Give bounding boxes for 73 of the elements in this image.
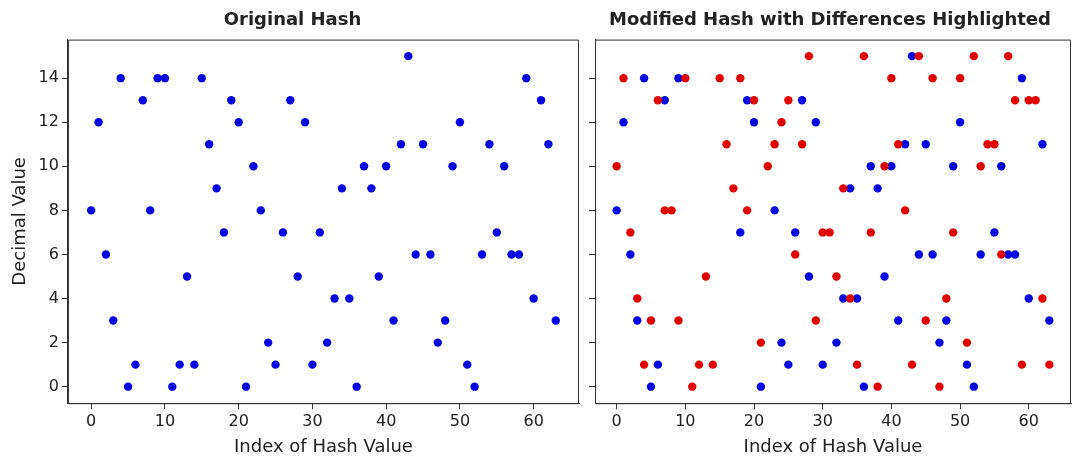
y-tick-label: 8: [48, 199, 59, 219]
x-tick-label: 40: [375, 410, 397, 430]
x-tick-label: 10: [675, 410, 696, 430]
y-tick-label: 0: [48, 375, 59, 395]
y-tick-label: 14: [38, 67, 59, 87]
point: [894, 316, 903, 325]
point: [976, 250, 985, 259]
x-tick-label: 50: [449, 410, 471, 430]
point: [639, 73, 649, 83]
point: [942, 316, 951, 325]
point: [852, 294, 862, 303]
point: [997, 162, 1006, 171]
chart-title: Original Hash: [223, 8, 362, 30]
point: [839, 294, 848, 303]
point: [756, 382, 766, 391]
x-axis-title: Index of Hash Value: [234, 434, 413, 456]
point: [619, 118, 628, 127]
point: [818, 360, 827, 369]
point: [736, 228, 745, 237]
point: [1017, 73, 1027, 83]
x-tick-label: 10: [154, 410, 176, 430]
point: [749, 118, 759, 127]
x-tick-label: 50: [949, 410, 971, 430]
x-tick-label: 0: [86, 410, 97, 430]
point: [811, 118, 821, 127]
point: [1045, 316, 1054, 325]
point: [1024, 294, 1033, 303]
y-tick-label: 10: [38, 155, 59, 175]
point: [969, 382, 979, 391]
point: [928, 250, 937, 259]
chart-title: Modified Hash with Differences Highlighted: [609, 8, 1051, 30]
x-axis-title: Index of Hash Value: [743, 434, 923, 456]
point: [804, 272, 814, 281]
point: [962, 360, 972, 369]
point: [633, 316, 642, 325]
point: [646, 382, 656, 391]
x-tick-label: 0: [611, 410, 622, 430]
point: [770, 206, 779, 215]
point: [612, 206, 621, 215]
point: [797, 96, 807, 105]
point: [900, 140, 910, 149]
x-tick-label: 30: [812, 410, 833, 430]
point: [880, 272, 889, 281]
point: [1038, 140, 1047, 149]
point: [845, 184, 855, 193]
point: [949, 162, 958, 171]
y-axis-title: Decimal Value: [8, 157, 30, 286]
point: [653, 360, 663, 369]
x-tick-label: 20: [228, 410, 249, 430]
point: [866, 162, 875, 171]
x-tick-label: 30: [302, 410, 323, 430]
point: [990, 228, 999, 237]
point: [784, 360, 793, 369]
y-tick-label: 12: [38, 111, 59, 131]
point: [791, 228, 800, 237]
point: [626, 250, 635, 259]
x-tick-label: 60: [523, 410, 544, 430]
x-tick-label: 40: [881, 410, 902, 430]
point: [859, 382, 869, 391]
y-tick-label: 6: [48, 243, 59, 263]
y-tick-label: 4: [48, 287, 59, 307]
point: [1010, 250, 1020, 259]
point: [777, 338, 786, 347]
point: [955, 118, 965, 127]
y-tick-label: 2: [48, 331, 59, 351]
point: [832, 338, 841, 347]
point: [914, 250, 924, 259]
x-tick-label: 60: [1018, 410, 1039, 430]
x-tick-label: 20: [743, 410, 765, 430]
point: [921, 140, 930, 149]
point: [935, 338, 944, 347]
point: [873, 184, 882, 193]
point: [742, 96, 752, 105]
